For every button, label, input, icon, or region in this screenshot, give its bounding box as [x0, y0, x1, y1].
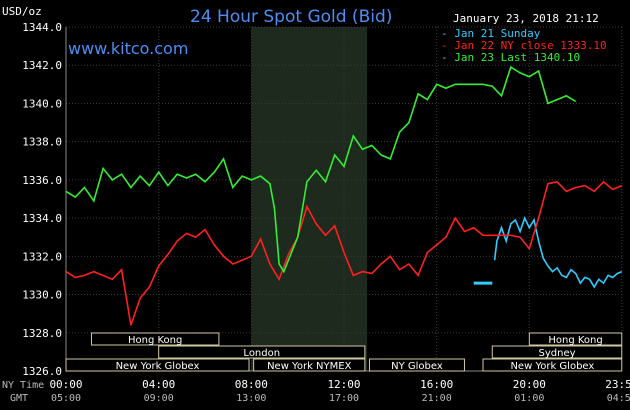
- x-tick-label-gmt: 17:00: [329, 393, 359, 404]
- session-box: [528, 332, 623, 346]
- session-box: [65, 358, 250, 372]
- session-box: [90, 332, 220, 346]
- session-label: Hong Kong: [548, 335, 602, 346]
- ny-time-label: NY Time: [2, 380, 44, 391]
- x-axis-ticks: 00:00 05:00 04:00 09:00 08:00 13:00 12:00 17:00…: [49, 378, 630, 404]
- y-axis-label: USD/oz: [2, 5, 42, 18]
- session-label: New York NYMEX: [267, 361, 352, 372]
- session-box: [253, 358, 366, 372]
- y-tick-label: 1334.0: [22, 212, 62, 225]
- x-tick-label-gmt: 13:00: [236, 393, 266, 404]
- legend-entry: - Jan 23 Last 1340.10: [441, 51, 580, 64]
- session-label: Sydney: [539, 348, 576, 359]
- session-label: New York Globex: [510, 361, 594, 372]
- session-box: [491, 345, 623, 359]
- y-tick-label: 1330.0: [22, 289, 62, 302]
- x-tick-label-ny: 20:00: [513, 378, 546, 391]
- gmt-label: GMT: [10, 393, 28, 404]
- x-tick-label-gmt: 05:00: [51, 393, 81, 404]
- nymex-shaded-region: [251, 27, 368, 371]
- timestamp: January 23, 2018 21:12: [453, 12, 599, 25]
- price-series: [65, 65, 623, 326]
- session-label: London: [243, 348, 280, 359]
- x-tick-label-ny: 12:00: [327, 378, 360, 391]
- y-tick-label: 1342.0: [22, 59, 62, 72]
- session-box: [368, 358, 465, 372]
- series-line: [65, 180, 623, 326]
- legend-entry: - Jan 22 NY close 1333.10: [441, 39, 607, 52]
- x-tick-label-ny: 04:00: [142, 378, 175, 391]
- x-tick-label-gmt: 04:59: [607, 393, 630, 404]
- y-tick-label: 1338.0: [22, 136, 62, 149]
- x-tick-label-ny: 00:00: [49, 378, 82, 391]
- legend: - Jan 21 Sunday- Jan 22 NY close 1333.10…: [441, 27, 607, 64]
- website-label: www.kitco.com: [68, 39, 188, 58]
- session-label: Hong Kong: [128, 335, 182, 346]
- y-tick-label: 1336.0: [22, 174, 62, 187]
- trading-sessions: Hong Kong Hong Kong London Sydney New York G…: [65, 332, 623, 372]
- x-tick-label-ny: 16:00: [420, 378, 453, 391]
- y-axis-ticks: 1344.0 1342.0 1340.0 1338.0 1336.0 1334.0 1332…: [22, 21, 62, 378]
- chart-title: 24 Hour Spot Gold (Bid): [190, 7, 392, 27]
- x-tick-label-gmt: 09:00: [144, 393, 174, 404]
- y-tick-label: 1328.0: [22, 327, 62, 340]
- x-tick-label-gmt: 01:00: [514, 393, 544, 404]
- series-line: [65, 65, 577, 274]
- x-tick-label-ny: 08:00: [235, 378, 268, 391]
- session-box: [158, 345, 366, 359]
- x-tick-label-gmt: 21:00: [422, 393, 452, 404]
- session-label: New York Globex: [116, 361, 200, 372]
- session-label: NY Globex: [391, 361, 443, 372]
- session-box: [482, 358, 623, 372]
- legend-entry: - Jan 21 Sunday: [441, 27, 541, 40]
- y-tick-label: 1344.0: [22, 21, 62, 34]
- y-tick-label: 1326.0: [22, 365, 62, 378]
- series-line: [493, 215, 623, 289]
- x-tick-label-ny: 23:59: [605, 378, 630, 391]
- y-tick-label: 1340.0: [22, 97, 62, 110]
- y-tick-label: 1332.0: [22, 250, 62, 263]
